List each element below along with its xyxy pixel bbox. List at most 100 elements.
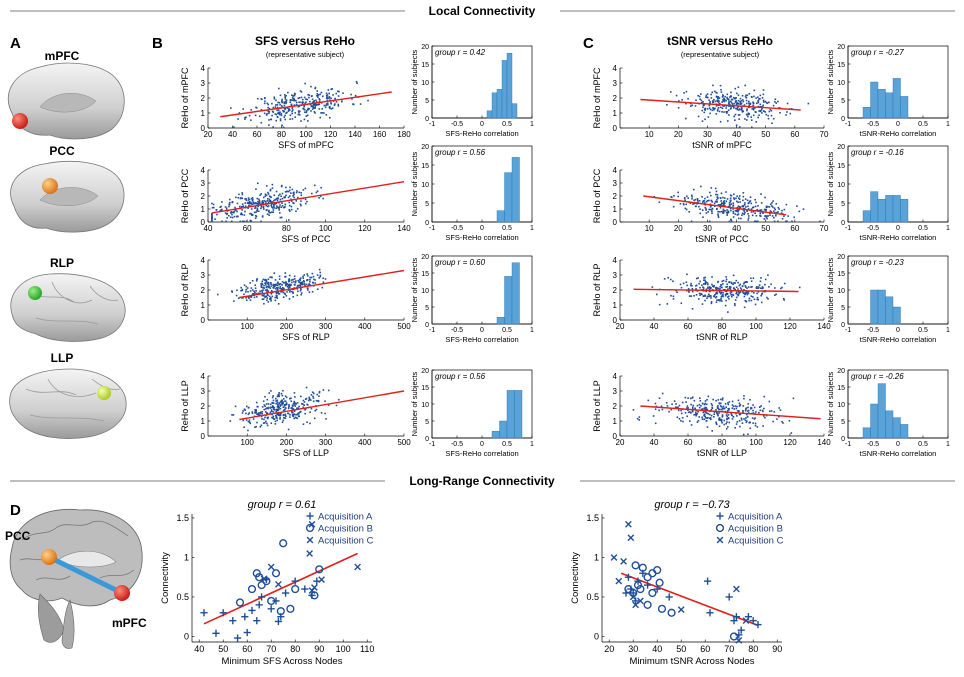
data-point: [254, 214, 257, 217]
data-point: [703, 200, 706, 202]
data-point: [297, 110, 300, 112]
x-tick-label: 300: [319, 322, 333, 331]
legend-entry-label: Acquisition B: [728, 524, 783, 535]
data-point: [769, 214, 771, 217]
x-tick-label: 90: [314, 644, 324, 654]
data-point: [294, 112, 297, 114]
data-point: [299, 411, 301, 413]
data-point: [261, 202, 264, 205]
data-point: [251, 412, 254, 415]
data-point: [268, 195, 271, 198]
data-point: [725, 111, 728, 113]
data-point: [293, 404, 296, 406]
data-point: [752, 102, 755, 104]
x-tick-label: 140: [348, 130, 362, 139]
data-point: [257, 205, 260, 208]
data-point: [282, 419, 285, 422]
data-point: [695, 414, 697, 417]
data-point: [285, 194, 287, 197]
data-point: [687, 411, 690, 414]
data-point-acquisition-a: [291, 577, 299, 585]
data-point: [225, 220, 227, 223]
data-point-acquisition-b: [286, 604, 295, 613]
x-tick-label: 60: [243, 224, 252, 233]
data-point: [289, 210, 291, 212]
data-point: [284, 281, 287, 283]
data-point: [325, 103, 328, 105]
y-tick-label: 3: [201, 387, 206, 396]
data-point: [287, 91, 289, 94]
data-point: [255, 425, 257, 428]
data-point: [280, 195, 282, 197]
data-point: [736, 107, 739, 109]
data-point: [754, 205, 757, 208]
x-tick-label: 140: [817, 322, 831, 331]
data-point: [238, 112, 241, 114]
data-point: [251, 197, 254, 199]
data-point: [703, 403, 706, 406]
data-point: [727, 296, 729, 298]
data-point: [699, 93, 702, 95]
data-point: [259, 203, 262, 205]
data-point: [744, 299, 747, 302]
y-tick-label: 0: [201, 316, 206, 325]
x-tick-label: 100: [319, 224, 333, 233]
data-point: [710, 187, 713, 189]
data-point: [285, 186, 287, 189]
data-point: [727, 211, 730, 214]
x-tick-label: 100: [241, 322, 255, 331]
data-point: [695, 294, 698, 296]
data-point: [311, 391, 314, 394]
y-tick-label: 1: [613, 109, 618, 118]
data-point: [762, 104, 765, 107]
x-tick-label: 20: [616, 322, 625, 331]
data-point: [704, 406, 707, 409]
data-point: [269, 411, 272, 413]
data-point: [226, 212, 229, 215]
data-point: [692, 404, 695, 407]
histogram-bar: [862, 427, 871, 439]
histogram-bar: [877, 383, 886, 439]
data-point: [738, 404, 741, 407]
data-point: [757, 287, 760, 290]
data-point: [711, 276, 713, 278]
data-point: [328, 116, 331, 119]
data-point-acquisition-b: [279, 539, 288, 548]
data-point: [263, 102, 266, 105]
data-point: [730, 209, 732, 212]
data-point: [245, 419, 248, 421]
region-label-rlp: RLP: [50, 256, 74, 270]
data-point: [273, 96, 276, 99]
data-point: [739, 103, 741, 105]
y-tick-label: 5: [841, 419, 845, 426]
data-point: [743, 282, 745, 285]
data-point: [719, 120, 722, 123]
data-point: [312, 400, 315, 403]
histogram-bar: [900, 198, 909, 223]
data-point: [282, 389, 284, 392]
data-point: [309, 399, 312, 401]
panel-b-title: SFS versus ReHo: [255, 34, 355, 48]
data-point: [693, 199, 695, 202]
data-point: [291, 406, 293, 409]
data-point: [301, 281, 304, 283]
data-point: [735, 102, 738, 104]
data-point: [685, 401, 687, 403]
data-point: [241, 288, 244, 291]
x-tick-label: 40: [652, 644, 662, 654]
data-point: [686, 273, 688, 276]
data-point: [761, 97, 764, 99]
data-point: [292, 195, 294, 197]
data-point: [273, 284, 275, 287]
data-point: [740, 288, 743, 291]
data-point: [260, 98, 263, 100]
data-point: [676, 406, 678, 409]
data-point-acquisition-c: [306, 536, 314, 544]
data-point: [319, 275, 322, 278]
data-point: [726, 214, 729, 216]
data-point: [305, 98, 307, 100]
y-tick-label: 2: [613, 402, 618, 411]
data-point: [266, 205, 269, 208]
y-tick-label: 0: [201, 432, 206, 441]
